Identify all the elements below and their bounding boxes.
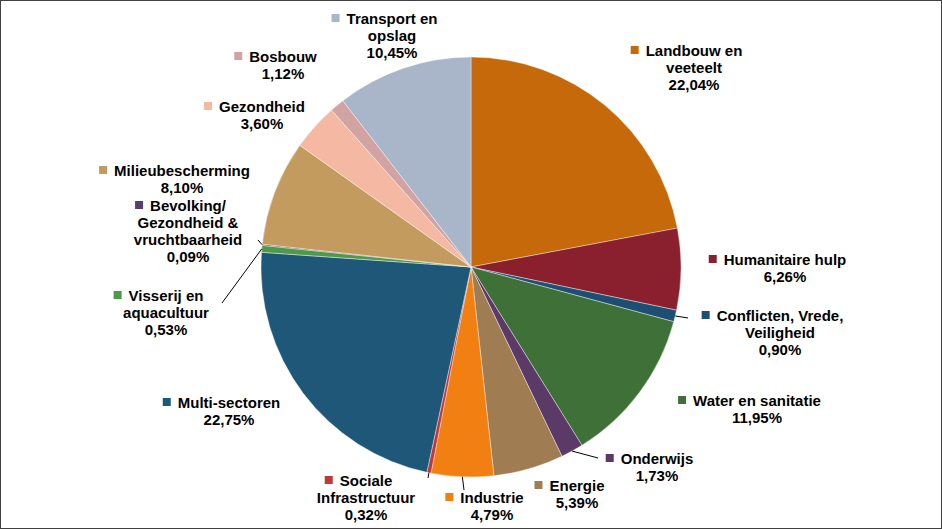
slice-name-line: Bevolking/ — [150, 197, 227, 214]
slice-name-line: opslag — [368, 27, 416, 44]
slice-name-line: Visserij en — [129, 287, 204, 304]
label-swatch — [135, 201, 143, 209]
data-label: 22,75% — [204, 411, 255, 428]
label-swatch — [709, 255, 717, 263]
data-label: 4,79% — [471, 506, 514, 523]
data-label: 10,45% — [367, 44, 418, 61]
leader-line — [222, 249, 262, 303]
data-label: 11,95% — [732, 409, 782, 426]
slice-name: Multi-sectoren — [178, 394, 281, 411]
frame — [1, 1, 942, 529]
label-swatch — [606, 454, 614, 462]
label-swatch — [445, 493, 453, 501]
slice-name-line: Water en sanitatie — [693, 392, 821, 409]
data-label: 1,12% — [262, 65, 305, 82]
label-swatch — [325, 476, 333, 484]
label-swatch — [99, 166, 107, 174]
slice-name-line: Bosbouw — [249, 48, 317, 65]
chart: Landbouw enveeteelt22,04% Humanitaire hul… — [0, 0, 942, 529]
data-label: 0,09% — [167, 248, 210, 265]
data-label: 6,26% — [764, 268, 807, 285]
slice-name-line: veeteelt — [666, 59, 722, 76]
data-label: 0,90% — [759, 341, 802, 358]
label-swatch — [678, 396, 686, 404]
slice-name-line: Gezondheid — [219, 98, 305, 115]
slice-name: Landbouw enveeteelt — [646, 42, 743, 76]
slice-name: Bosbouw — [249, 48, 317, 65]
label-swatch — [114, 291, 122, 299]
data-label: 3,60% — [241, 115, 284, 132]
slice-name: Energie — [549, 477, 604, 494]
slice-name: Milieubescherming — [114, 162, 250, 179]
slice-name-line: Milieubescherming — [114, 162, 250, 179]
label-swatch — [163, 398, 171, 406]
data-label: 1,73% — [636, 467, 679, 484]
slice-name: Bevolking/Gezondheid &vruchtbaarheid — [134, 197, 242, 248]
label-swatch — [204, 102, 212, 110]
label-swatch — [534, 481, 542, 489]
slice-name: Industrie — [460, 489, 523, 506]
leader-line — [428, 473, 430, 478]
data-label: 0,32% — [345, 506, 388, 523]
slice-name: Gezondheid — [219, 98, 305, 115]
label-swatch — [631, 46, 639, 54]
slice-name: Transport enopslag — [347, 10, 438, 44]
slice-name-line: Transport en — [347, 10, 438, 27]
slice — [261, 252, 471, 472]
slice-name-line: Multi-sectoren — [178, 394, 281, 411]
pie — [261, 57, 681, 477]
slice-name: Water en sanitatie — [693, 392, 821, 409]
leader-line — [258, 240, 262, 245]
slice-name-line: Landbouw en — [646, 42, 743, 59]
slice-name: SocialeInfrastructuur — [317, 472, 416, 506]
leader-line — [675, 316, 688, 318]
slice-name-line: Energie — [549, 477, 604, 494]
slice-name: Humanitaire hulp — [724, 251, 847, 268]
label-swatch — [702, 311, 710, 319]
slice-name-line: Industrie — [460, 489, 523, 506]
label-swatch — [332, 14, 340, 22]
slice-name-line: Onderwijs — [621, 450, 694, 467]
data-label: 0,53% — [145, 321, 188, 338]
data-label: 22,04% — [669, 76, 720, 93]
slice — [343, 57, 471, 267]
label-swatch — [234, 52, 242, 60]
slice-name-line: Sociale — [340, 472, 393, 489]
labels: Landbouw enveeteelt22,04% Humanitaire hul… — [99, 10, 846, 523]
slice-name: Visserij enaquacultuur — [123, 287, 209, 321]
slice-name-line: Veiligheid — [745, 324, 815, 341]
slice-name-line: Humanitaire hulp — [724, 251, 847, 268]
slice-name-line: aquacultuur — [123, 304, 209, 321]
slice-name: Onderwijs — [621, 450, 694, 467]
slice-name-line: vruchtbaarheid — [134, 231, 242, 248]
data-label: 8,10% — [161, 179, 204, 196]
slice-name-line: Gezondheid & — [138, 214, 239, 231]
slice-name: Conflicten, Vrede,Veiligheid — [717, 307, 844, 341]
leader-line — [572, 451, 598, 458]
data-label: 5,39% — [556, 494, 599, 511]
slice-name-line: Infrastructuur — [317, 489, 416, 506]
slice-name-line: Conflicten, Vrede, — [717, 307, 844, 324]
